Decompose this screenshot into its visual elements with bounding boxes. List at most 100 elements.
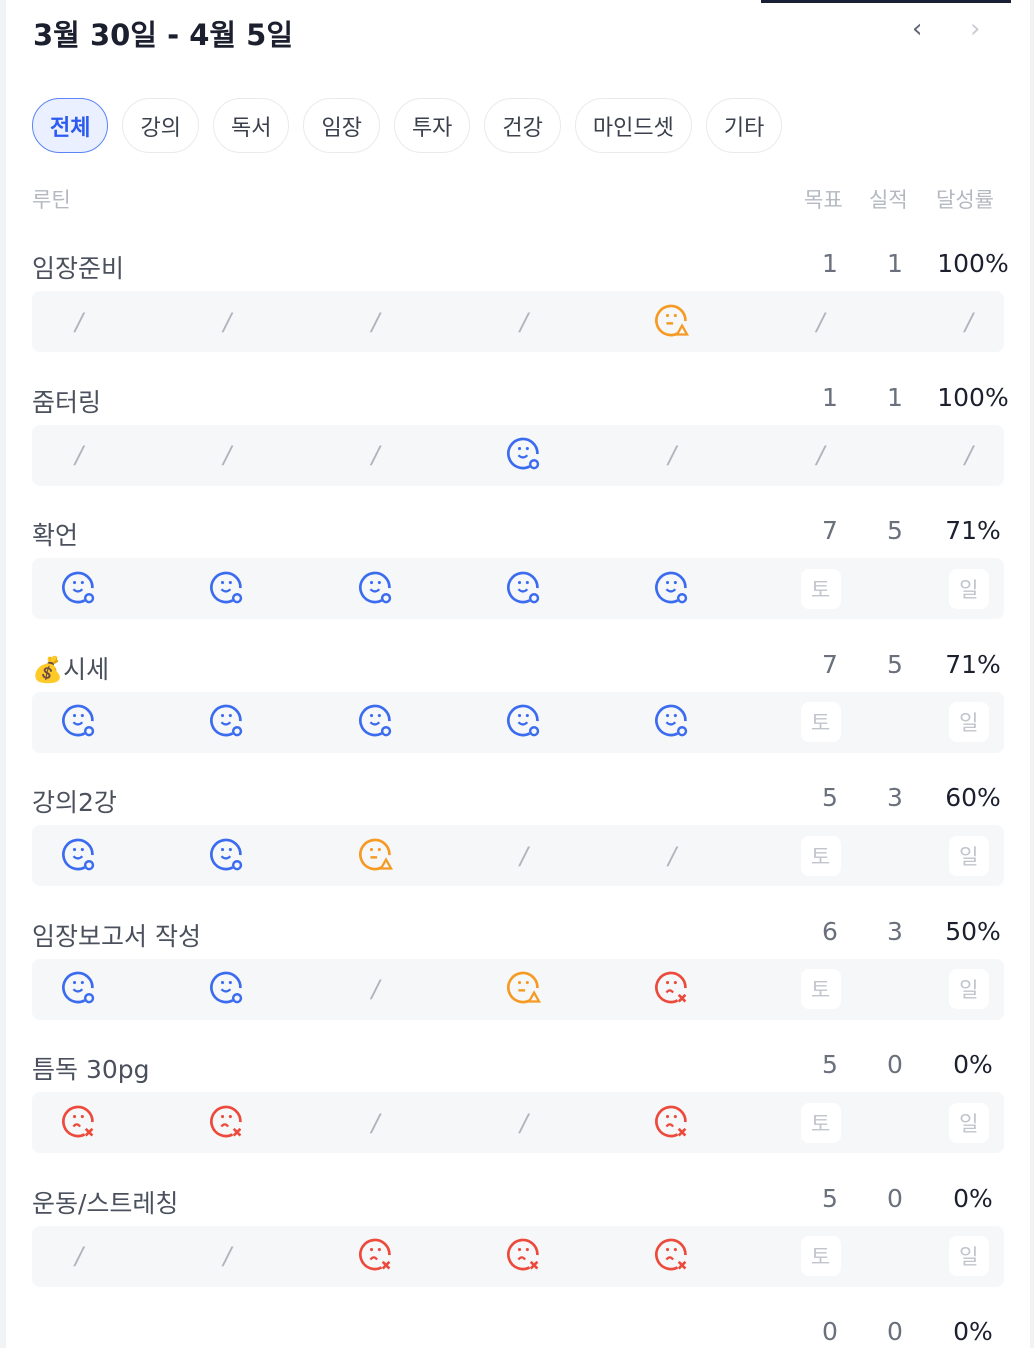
day-cell[interactable]: / [346,959,406,1020]
routine-row[interactable]: 확언 7 5 71% 토 일 [32,510,1004,643]
day-cell[interactable]: 일 [939,558,999,619]
smile-circle-icon [357,568,395,610]
day-cell[interactable]: 토 [791,1092,851,1153]
routine-row[interactable]: 강의2강 5 3 60% / / 토 일 [32,777,1004,910]
day-cell[interactable]: / [197,425,257,486]
day-cell[interactable] [197,959,257,1020]
day-cell[interactable] [49,558,109,619]
smile-circle-icon [208,835,246,877]
day-cell[interactable]: / [49,425,109,486]
chevron-right-icon[interactable]: › [970,14,981,44]
day-cell[interactable]: 일 [939,1092,999,1153]
actual-value: 0 [887,1317,903,1346]
rate-value: 0% [953,1317,993,1346]
day-cell[interactable]: / [197,291,257,352]
smile-circle-icon [505,568,543,610]
routine-row[interactable]: 💰시세 7 5 71% 토 일 [32,644,1004,777]
day-cell[interactable] [49,825,109,886]
day-cell[interactable]: / [346,1092,406,1153]
chip-4[interactable]: 투자 [393,98,471,153]
day-cell[interactable] [642,959,702,1020]
day-cell[interactable] [494,425,554,486]
chip-5[interactable]: 건강 [484,98,561,153]
day-cell[interactable]: / [494,1092,554,1153]
day-cell[interactable] [642,1092,702,1153]
day-cell[interactable]: 토 [791,692,851,753]
rate-value: 71% [945,516,1001,545]
day-cell[interactable]: 토 [791,959,851,1020]
day-cell[interactable] [49,1092,109,1153]
day-cell[interactable]: 일 [939,692,999,753]
routine-name: 확언 [32,521,79,550]
day-cell[interactable] [642,558,702,619]
day-cell[interactable]: / [494,825,554,886]
neutral-triangle-icon [653,301,691,343]
chip-3[interactable]: 임장 [303,98,380,153]
day-cell[interactable]: 일 [939,959,999,1020]
day-cell[interactable] [494,1226,554,1287]
day-cell[interactable]: 토 [791,825,851,886]
day-cell[interactable]: / [642,425,702,486]
rate-value: 50% [945,916,1001,946]
day-cell[interactable]: / [346,291,406,352]
day-cell[interactable] [49,959,109,1020]
day-cell[interactable] [642,1226,702,1287]
day-cell[interactable] [197,1092,257,1153]
chip-2[interactable]: 독서 [212,98,290,153]
day-cell[interactable]: 일 [939,1226,999,1287]
day-cell[interactable]: 토 [791,1226,851,1287]
day-strip: / / / / / / [32,291,1004,352]
day-cell[interactable]: / [642,825,702,886]
day-cell[interactable] [197,558,257,619]
day-cell[interactable]: / [939,425,999,486]
day-cell[interactable]: 일 [939,825,999,886]
chip-0[interactable]: 전체 [32,98,109,153]
routine-row[interactable]: 운동/스트레칭 5 0 0% / / 토 일 [32,1178,1004,1311]
routine-row[interactable]: 틈독 30pg 5 0 0% / / 토 일 [32,1044,1004,1177]
day-label: 토 [800,702,841,742]
day-cell[interactable] [346,558,406,619]
column-actual: 실적 [869,188,908,212]
routine-row[interactable]: 줌터링 1 1 100% / / / / / / [32,377,1009,510]
routine-name: 운동/스트레칭 [32,1188,179,1218]
day-cell[interactable]: / [939,291,999,352]
day-cell[interactable]: / [49,1226,109,1287]
smile-circle-icon [505,434,543,476]
slash-icon: / [371,307,380,336]
day-cell[interactable] [642,291,702,352]
goal-value: 5 [822,783,838,812]
day-cell[interactable]: / [346,425,406,486]
day-cell[interactable]: / [494,291,554,352]
sad-x-icon [505,1235,543,1277]
smile-circle-icon [208,968,246,1010]
actual-value: 1 [887,249,903,278]
day-cell[interactable] [346,692,406,753]
routine-row[interactable]: 0 0 0% [32,1311,1004,1347]
routine-card: 3월 30일 - 4월 5일 ‹ › 전체 강의 독서 임장 투자 건강 마인드셋 기타 루틴… [6,0,1030,1348]
rate-value: 0% [953,1050,993,1079]
day-cell[interactable] [197,692,257,753]
chip-6[interactable]: 마인드셋 [574,98,692,153]
day-cell[interactable] [346,825,406,886]
slash-icon: / [74,307,84,336]
slash-icon: / [223,307,232,336]
chevron-left-icon[interactable]: ‹ [912,14,923,44]
day-cell[interactable] [49,692,109,753]
day-cell[interactable]: / [791,425,851,486]
day-cell[interactable] [642,692,702,753]
day-cell[interactable] [494,692,554,753]
day-cell[interactable]: 토 [791,558,851,619]
day-cell[interactable] [494,558,554,619]
day-cell[interactable] [494,959,554,1020]
slash-icon: / [74,441,84,469]
routine-row[interactable]: 임장준비 1 1 100% / / / / / / [32,243,1009,376]
chip-1[interactable]: 강의 [122,98,199,153]
chip-7[interactable]: 기타 [705,98,783,153]
routine-row[interactable]: 임장보고서 작성 6 3 50% / 토 일 [32,911,1004,1044]
day-cell[interactable] [346,1226,406,1287]
day-cell[interactable]: / [49,291,109,352]
day-cell[interactable]: / [791,291,851,352]
day-cell[interactable] [197,825,257,886]
actual-value: 3 [887,783,903,812]
day-cell[interactable]: / [197,1226,257,1287]
